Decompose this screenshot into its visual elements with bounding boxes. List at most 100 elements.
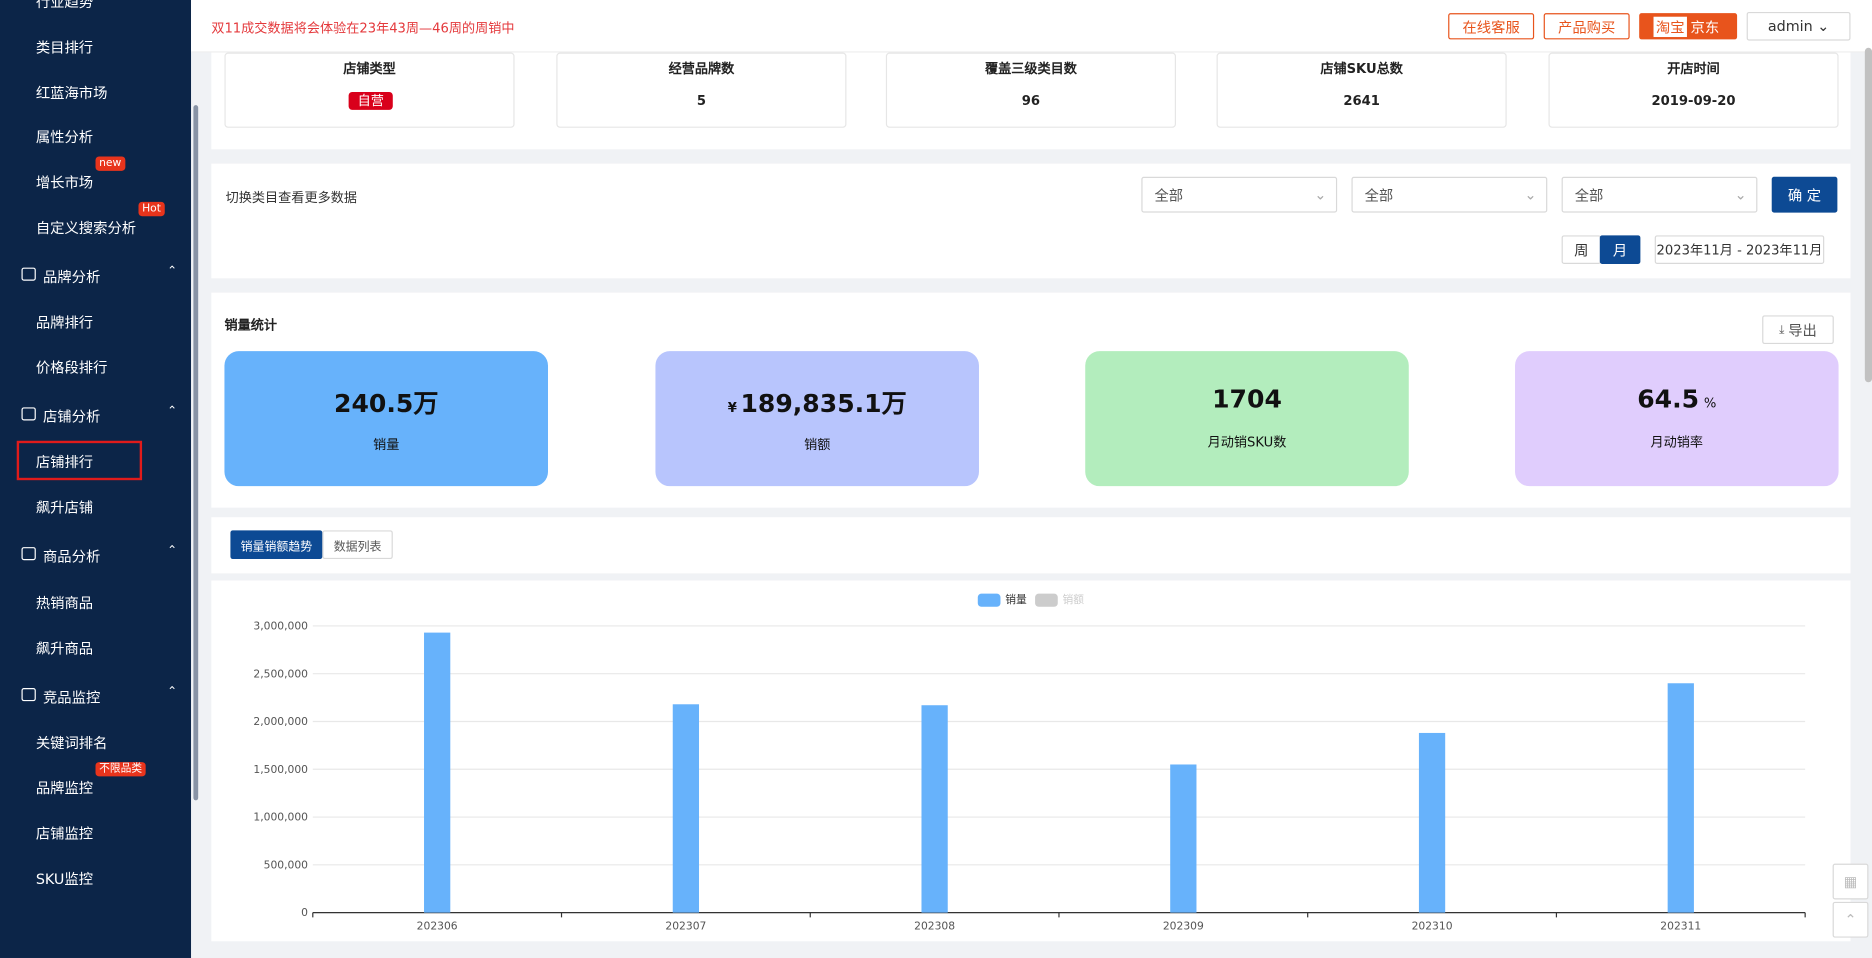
- legend-label: 销量: [1005, 593, 1027, 606]
- export-button[interactable]: ⤓ 导出: [1762, 315, 1834, 345]
- taobao[interactable]: 淘宝: [1653, 16, 1687, 37]
- info-card: 店铺SKU总数 2641: [1216, 52, 1507, 128]
- date-range[interactable]: 2023年11月 - 2023年11月: [1654, 235, 1825, 264]
- y-tick-label: 1,500,000: [253, 763, 308, 776]
- menu-item[interactable]: 飙升商品: [35, 640, 94, 657]
- bar: [1667, 683, 1694, 913]
- info-label: 店铺SKU总数: [1320, 60, 1403, 77]
- menu-item[interactable]: 关键词排名: [35, 734, 108, 752]
- stat-card: 240.5万销量: [224, 351, 548, 487]
- menu-group[interactable]: 商品分析: [42, 548, 101, 565]
- menu-group[interactable]: 竞品监控: [42, 689, 101, 706]
- sidebar: 行业趋势类目排行红蓝海市场属性分析增长市场 new 自定义搜索分析 Hot 品牌分析 ⌃ 品…: [0, 0, 192, 958]
- menu-group-icon: [21, 407, 36, 421]
- tab-active[interactable]: 销量销额趋势: [230, 530, 323, 560]
- menu-group[interactable]: 店铺分析: [42, 408, 101, 426]
- menu-item[interactable]: 增长市场: [35, 174, 94, 192]
- info-label: 经营品牌数: [668, 60, 735, 77]
- badge: new: [95, 156, 125, 171]
- y-tick-label: 1,000,000: [253, 811, 308, 824]
- platform-switch[interactable]: 淘宝 京东: [1639, 13, 1738, 40]
- menu-item[interactable]: 热销商品: [35, 594, 94, 612]
- menu-item[interactable]: 类目排行: [35, 39, 94, 57]
- stat-label: 月动销SKU数: [1207, 434, 1287, 451]
- x-tick-label: 202310: [1412, 919, 1453, 932]
- legend-swatch: [1035, 593, 1058, 607]
- menu-item[interactable]: 自定义搜索分析: [35, 219, 137, 237]
- menu-item[interactable]: 店铺排行: [35, 453, 94, 471]
- select[interactable]: 全部 ⌄: [1351, 176, 1548, 213]
- x-tick-label: 202306: [417, 919, 458, 932]
- service-button[interactable]: 在线客服: [1448, 13, 1535, 40]
- menu-item[interactable]: 价格段排行: [35, 359, 108, 377]
- bar: [921, 705, 948, 913]
- week-toggle[interactable]: 周: [1561, 235, 1601, 264]
- stat-label: 月动销率: [1650, 434, 1704, 451]
- select[interactable]: 全部 ⌄: [1561, 176, 1758, 213]
- month-toggle[interactable]: 月: [1599, 235, 1641, 264]
- y-tick-label: 2,000,000: [253, 715, 308, 728]
- stat-value-row: ¥189,835.1万: [655, 385, 979, 421]
- jd[interactable]: 京东: [1690, 18, 1720, 36]
- menu-item[interactable]: 属性分析: [35, 129, 94, 146]
- x-tick-label: 202309: [1163, 919, 1204, 932]
- menu-group-icon: [21, 547, 36, 561]
- y-tick-label: 500,000: [264, 858, 309, 871]
- qr-button[interactable]: ▦: [1832, 863, 1869, 900]
- badge: 不限品类: [95, 762, 146, 777]
- bar: [672, 704, 700, 913]
- select-text: 全部: [1574, 186, 1604, 204]
- sidebar-scrollbar: [193, 105, 199, 801]
- stat-card: ¥189,835.1万 销额: [655, 351, 979, 487]
- export-text: 导出: [1788, 321, 1817, 339]
- confirm-button[interactable]: 确 定: [1771, 176, 1838, 213]
- prefix: ¥: [727, 400, 737, 416]
- info-value: 96: [1021, 93, 1041, 109]
- y-tick-label: 2,500,000: [253, 667, 308, 680]
- info-label: 开店时间: [1667, 60, 1720, 77]
- menu-item[interactable]: 飙升店铺: [35, 499, 94, 517]
- menu-item[interactable]: 品牌监控: [35, 780, 94, 797]
- menu-group[interactable]: 品牌分析: [42, 268, 101, 286]
- menu-item[interactable]: 品牌排行: [35, 314, 94, 331]
- menu-item[interactable]: 店铺监控: [35, 825, 94, 843]
- chevron: ⌃: [167, 265, 178, 279]
- legend-swatch: [977, 593, 1001, 607]
- menu-group-icon: [21, 688, 36, 702]
- menu-item[interactable]: 红蓝海市场: [35, 84, 108, 102]
- stat-value: 1704: [1212, 384, 1282, 414]
- info-value: 2019-09-20: [1651, 93, 1736, 109]
- stat-card: 64.5% 月动销率: [1515, 351, 1839, 487]
- menu-item[interactable]: SKU监控: [35, 870, 94, 888]
- menu-item[interactable]: 行业趋势: [35, 0, 94, 11]
- info-panel: 店铺类型 自营 经营品牌数 5 覆盖三级类目数 96 店铺SKU总数 2641 开店时间 2019…: [211, 52, 1851, 150]
- y-tick-label: 3,000,000: [253, 619, 308, 632]
- y-tick-label: 0: [301, 906, 308, 919]
- chart: 销量 销额 0 500,000 1,000,000 1,500,000 2,000,000 2…: [253, 593, 1806, 932]
- stat-value-row: 240.5万: [224, 385, 548, 421]
- filter-panel: 切换类目查看更多数据 全部 ⌄ 全部 ⌄ 全部 ⌄ 确 定 周 月 2023年11月 …: [211, 163, 1851, 279]
- select-text: 全部: [1364, 186, 1394, 204]
- info-card: 开店时间 2019-09-20: [1548, 52, 1839, 128]
- chevron: ⌃: [167, 685, 178, 699]
- stat-value: 189,835.1万: [740, 389, 907, 419]
- buy-button[interactable]: 产品购买: [1543, 13, 1630, 40]
- select[interactable]: 全部 ⌄: [1141, 176, 1338, 213]
- badge: Hot: [138, 201, 165, 217]
- bar: [424, 632, 451, 913]
- stat-label: 销量: [373, 437, 400, 453]
- info-card: 覆盖三级类目数 96: [885, 52, 1176, 128]
- user: admin: [1767, 17, 1813, 35]
- top-bar: 双11成交数据将会体验在23年43周—46周的周销中 在线客服 产品购买 淘宝京…: [191, 0, 1872, 53]
- top-button[interactable]: ⌃: [1832, 901, 1869, 938]
- tab-panel: 销量销额趋势 数据列表: [211, 517, 1851, 574]
- stat-value: 64.5: [1637, 384, 1700, 414]
- x-tick-label: 202307: [665, 919, 706, 932]
- suffix: %: [1703, 395, 1717, 411]
- info-value: 5: [696, 93, 706, 109]
- user-menu[interactable]: admin ⌄: [1746, 11, 1851, 41]
- tab[interactable]: 数据列表: [322, 530, 393, 560]
- highlight-box: [16, 440, 143, 481]
- stat-card: 1704 月动销SKU数: [1085, 351, 1409, 487]
